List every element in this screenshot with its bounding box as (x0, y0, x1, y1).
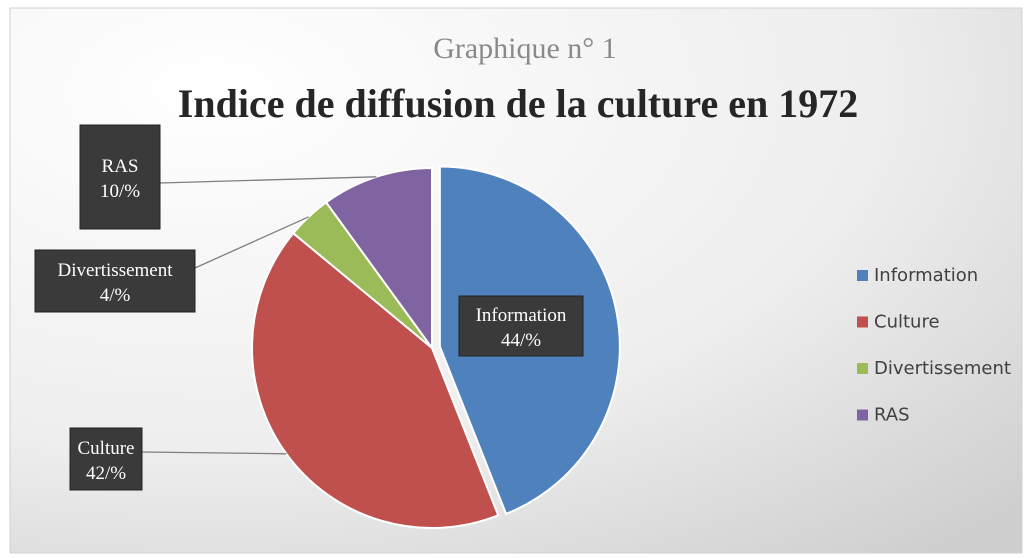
data-label-box (458, 295, 584, 357)
data-label-category: Information (476, 305, 567, 326)
legend-swatch (857, 409, 868, 421)
data-label-box (79, 124, 161, 230)
data-label-value: 44/% (501, 330, 541, 351)
leader-line (159, 176, 377, 184)
leader-line (194, 216, 310, 269)
data-label-value: 42/% (86, 463, 126, 484)
data-label-category: Culture (78, 438, 135, 459)
legend-label: Culture (874, 312, 940, 333)
legend-swatch (857, 270, 868, 281)
data-label-category: Divertissement (57, 260, 173, 281)
pie-slice (251, 231, 500, 529)
legend-label: Divertissement (874, 358, 1011, 379)
data-label-value: 4/% (100, 285, 131, 306)
legend-swatch (857, 316, 868, 328)
chart-title: Indice de diffusion de la culture en 197… (178, 81, 858, 126)
data-label-box (69, 427, 143, 491)
legend-label: RAS (874, 405, 910, 426)
data-label-box (34, 249, 196, 313)
chart-subtitle: Graphique n° 1 (433, 32, 617, 65)
legend-label: Information (874, 265, 978, 286)
data-label-value: 10/% (100, 181, 140, 202)
leader-line (141, 451, 287, 455)
legend-swatch (857, 363, 868, 374)
pie-slice (324, 166, 433, 352)
data-label-category: RAS (102, 156, 139, 177)
